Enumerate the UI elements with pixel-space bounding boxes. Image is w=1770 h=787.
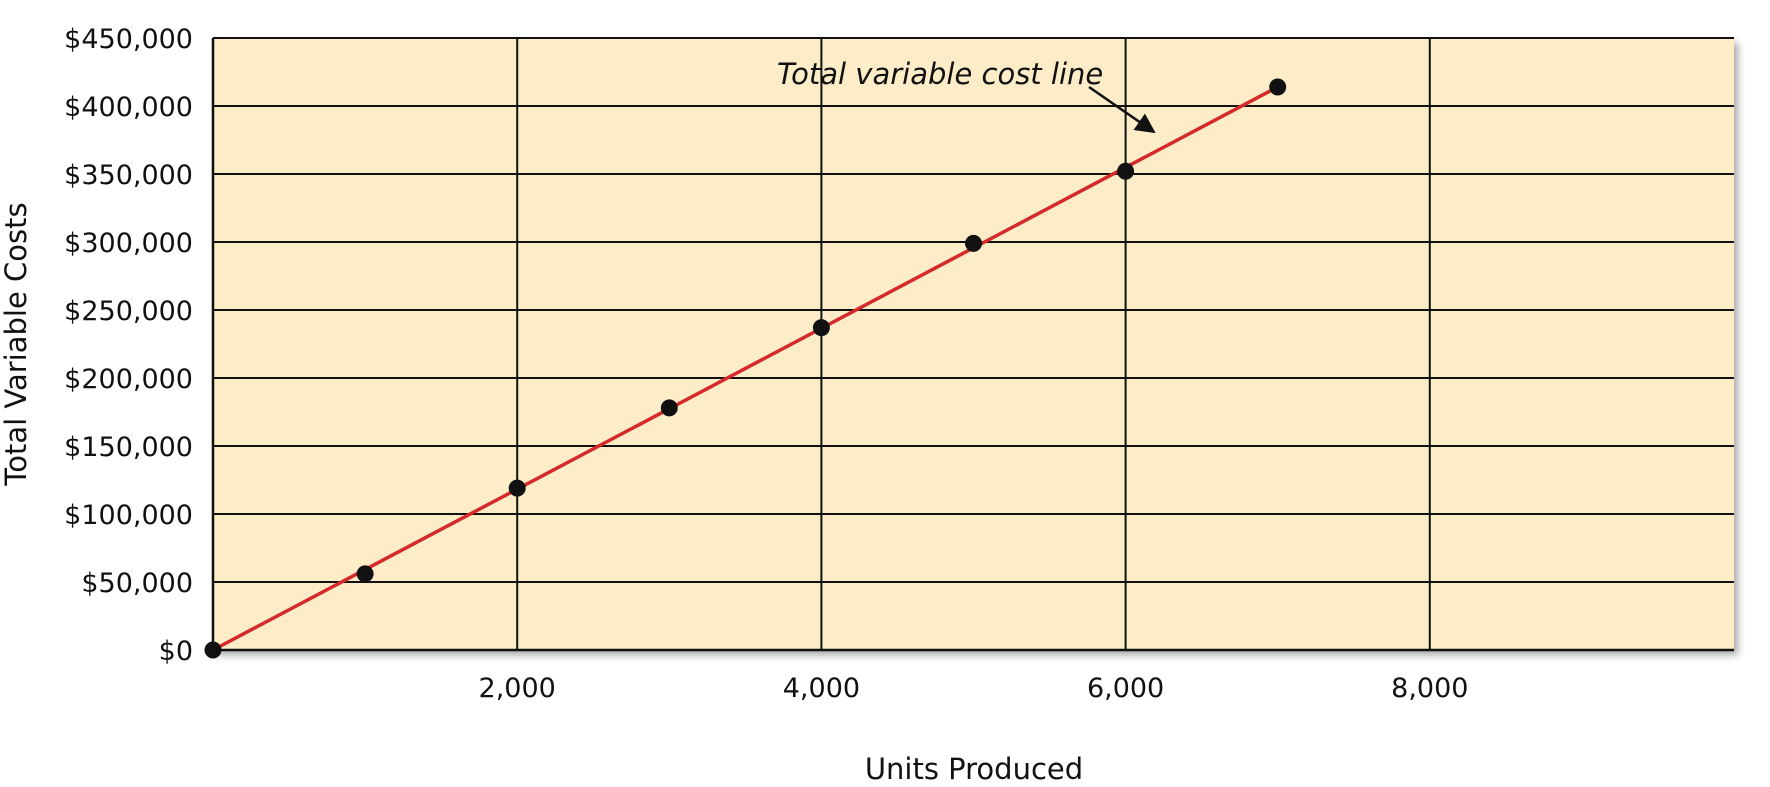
y-tick-label: $150,000 xyxy=(64,432,193,463)
data-point xyxy=(1269,78,1287,96)
axes xyxy=(211,38,1734,652)
data-point xyxy=(1117,162,1135,180)
x-tick-label: 4,000 xyxy=(783,673,860,704)
y-tick-label: $100,000 xyxy=(64,500,193,531)
annotation-label: Total variable cost line xyxy=(777,57,1103,91)
y-tick-label: $400,000 xyxy=(64,92,193,123)
plot-area xyxy=(213,38,1734,650)
data-point xyxy=(204,641,222,659)
y-tick-label: $300,000 xyxy=(64,228,193,259)
y-tick-label: $200,000 xyxy=(64,364,193,395)
y-axis-label: Total Variable Costs xyxy=(0,202,33,486)
data-point xyxy=(356,565,374,583)
total-variable-cost-line xyxy=(211,85,1280,652)
y-tick-label: $50,000 xyxy=(81,568,193,599)
x-tick-label: 6,000 xyxy=(1087,673,1164,704)
y-tick-label: $350,000 xyxy=(64,160,193,191)
data-point xyxy=(965,234,982,252)
y-tick-labels: $0 $50,000 $100,000 $150,000 $200,000 $250,00… xyxy=(64,24,193,667)
annotation-arrow xyxy=(1088,85,1156,134)
y-tick-label: $250,000 xyxy=(64,296,193,327)
x-axis-label: Units Produced xyxy=(865,752,1083,786)
vertical-gridlines xyxy=(516,38,1431,650)
y-tick-label: $450,000 xyxy=(64,24,193,55)
x-tick-label: 2,000 xyxy=(479,673,556,704)
series-group xyxy=(204,78,1287,659)
x-tick-label: 8,000 xyxy=(1391,673,1468,704)
data-point xyxy=(508,479,526,497)
data-point xyxy=(812,319,830,337)
x-tick-labels: 2,000 4,000 6,000 8,000 xyxy=(479,673,1469,704)
data-point xyxy=(660,399,678,417)
y-tick-label: $0 xyxy=(159,636,193,667)
